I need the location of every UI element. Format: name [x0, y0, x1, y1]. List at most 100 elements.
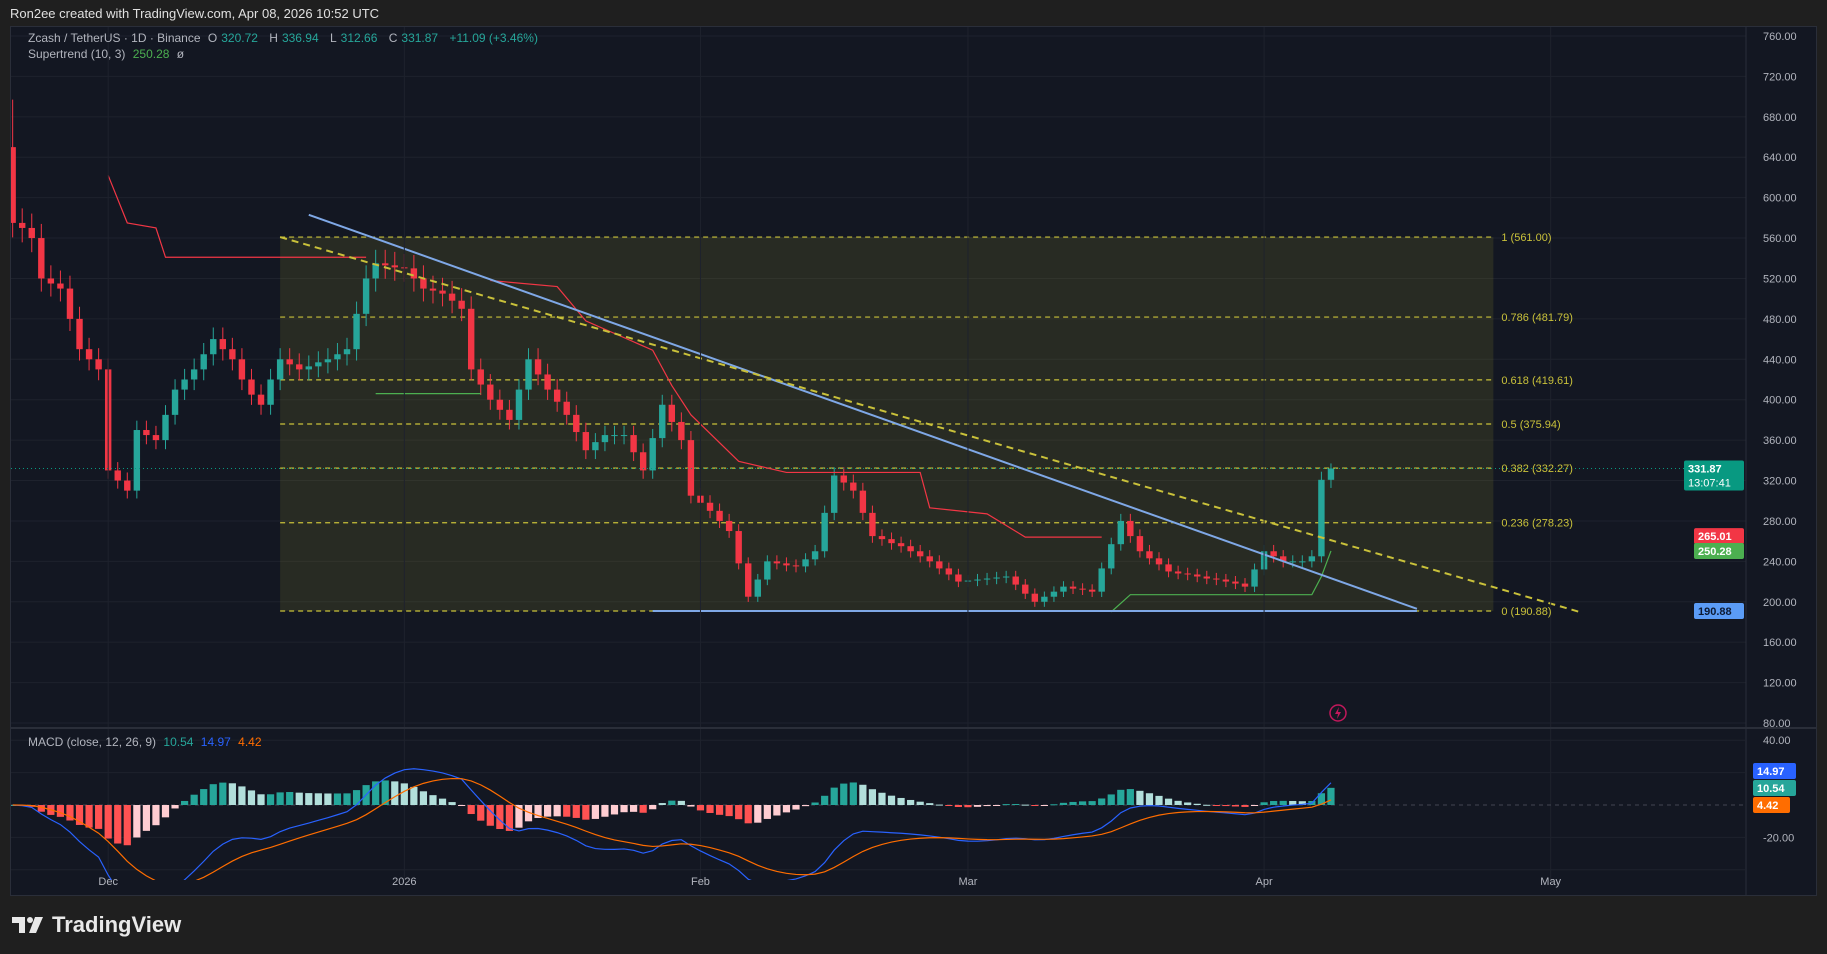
price-tick-label: 560.00	[1763, 233, 1797, 245]
trendline	[308, 213, 1418, 610]
candle-body	[764, 561, 771, 580]
candle-body	[821, 512, 828, 552]
candle-body	[553, 389, 561, 402]
candle-body	[315, 362, 322, 367]
time-tick-label: Dec	[98, 876, 118, 888]
candle-body	[343, 349, 351, 355]
candle-body	[391, 265, 398, 268]
macd-histogram-bar	[773, 805, 781, 816]
macd-histogram-bar	[1279, 800, 1287, 805]
candle-body	[496, 399, 504, 410]
macd-histogram-bar	[410, 786, 418, 805]
macd-badge	[1753, 763, 1796, 779]
candle-body	[124, 480, 131, 491]
macd-histogram-bar	[1260, 802, 1268, 805]
macd-histogram-bar	[658, 803, 666, 805]
main-pane	[11, 35, 1746, 724]
candle-body	[1251, 569, 1258, 587]
candle-body	[563, 401, 570, 415]
macd-badge-value: 4.42	[1757, 800, 1778, 812]
candle-body	[659, 404, 666, 439]
candle-body	[1012, 576, 1019, 585]
candle-body	[38, 238, 45, 279]
candle-body	[1241, 583, 1249, 587]
macd-histogram-bar	[1059, 802, 1068, 805]
candle-body	[257, 394, 265, 405]
candle-body	[276, 359, 284, 380]
candle-body	[1002, 576, 1010, 578]
macd-histogram-bar	[859, 784, 867, 805]
macd-histogram-bar	[85, 805, 93, 828]
macd-histogram-bar	[801, 805, 810, 807]
macd-tick-label: -20.00	[1763, 832, 1794, 844]
supertrend-up-line	[1110, 550, 1332, 613]
macd-histogram-bar	[56, 805, 65, 817]
candle-body	[859, 490, 867, 513]
candle-body	[458, 300, 465, 309]
candle-body	[592, 442, 599, 451]
macd-histogram-bar	[104, 805, 112, 839]
macd-histogram-bar	[715, 805, 724, 815]
candle-body	[372, 263, 379, 279]
candle-body	[57, 283, 64, 289]
macd-histogram-bar	[964, 805, 972, 808]
supertrend-value: 250.28	[132, 47, 170, 61]
supertrend-down-line	[490, 279, 1102, 538]
candle-body	[1232, 581, 1239, 584]
price-tick-label: 680.00	[1763, 112, 1797, 124]
macd-histogram-bar	[505, 805, 514, 831]
macd-histogram-bar	[668, 800, 676, 805]
macd-histogram-bar	[1327, 787, 1335, 805]
macd-histogram-bar	[1040, 805, 1048, 806]
candle-body	[1174, 571, 1182, 574]
macd-histogram-bar	[1231, 805, 1240, 807]
candle-body	[1079, 588, 1086, 590]
macd-histogram-bar	[1021, 804, 1029, 806]
supertrend-legend[interactable]: Supertrend (10, 3) 250.28 ø	[28, 47, 188, 61]
macd-hist-value: 10.54	[163, 735, 194, 749]
macd-histogram-bar	[735, 805, 743, 820]
macd-histogram-bar	[878, 792, 886, 805]
candle-body	[907, 546, 914, 552]
candle-body	[773, 561, 781, 564]
candle-body	[850, 482, 857, 491]
macd-histogram-bar	[372, 781, 380, 805]
candle-body	[181, 379, 188, 390]
candle-body	[1155, 558, 1163, 565]
candle-body	[601, 435, 609, 443]
symbol-name[interactable]: Zcash / TetherUS · 1D · Binance	[28, 31, 201, 45]
candle-body	[162, 414, 169, 441]
candle-body	[687, 440, 695, 496]
macd-histogram-bar	[1203, 804, 1211, 806]
candle-body	[897, 543, 905, 547]
price-badge	[1694, 602, 1744, 619]
macd-histogram-bar	[1298, 801, 1306, 805]
lightning-icon[interactable]	[1329, 704, 1347, 722]
macd-legend[interactable]: MACD (close, 12, 26, 9) 10.54 14.97 4.42	[28, 735, 266, 749]
macd-histogram-bar	[725, 805, 733, 817]
price-chart[interactable]: 760.00 720.00 680.00 640.00 600.00 560.00 520.…	[11, 27, 1816, 895]
macd-histogram-bar	[181, 800, 189, 805]
candle-body	[1031, 593, 1039, 602]
macd-histogram-bar	[142, 805, 150, 831]
candle-body	[754, 579, 761, 597]
candle-body	[1299, 561, 1306, 563]
candle-body	[171, 389, 179, 415]
candle-body	[487, 384, 494, 400]
macd-histogram-bar	[907, 799, 915, 805]
macd-histogram-bar	[295, 792, 303, 805]
macd-histogram-bar	[257, 794, 265, 805]
candle-body	[133, 430, 141, 491]
macd-histogram-bar	[591, 805, 599, 819]
supertrend-extra: ø	[176, 47, 185, 61]
macd-histogram-bar	[333, 793, 342, 805]
macd-histogram-bar	[782, 805, 791, 813]
price-badge	[1694, 528, 1744, 545]
tradingview-logo[interactable]: TradingView	[12, 912, 181, 938]
macd-histogram-bar	[152, 805, 160, 826]
chart-panel[interactable]: 760.00 720.00 680.00 640.00 600.00 560.00 520.…	[10, 26, 1817, 896]
macd-histogram-bar	[973, 805, 982, 807]
candle-body	[668, 404, 676, 422]
price-tick-label: 640.00	[1763, 152, 1797, 164]
candle-body	[448, 293, 456, 301]
